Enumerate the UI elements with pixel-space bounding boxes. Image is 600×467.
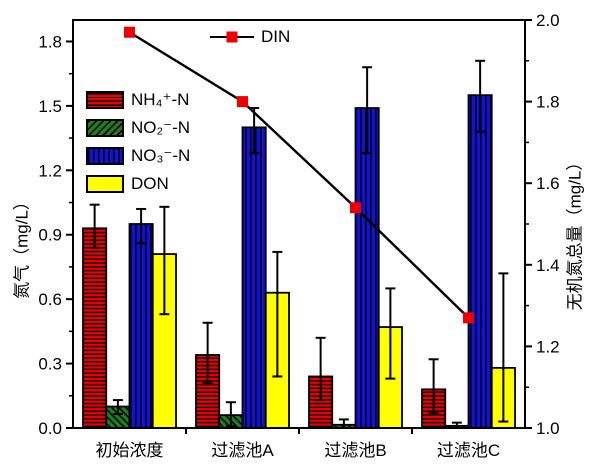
svg-text:1.5: 1.5 <box>38 97 62 116</box>
svg-text:1.6: 1.6 <box>536 174 560 193</box>
legend-label-no2: NO₂⁻-N <box>131 118 191 137</box>
svg-text:1.0: 1.0 <box>536 419 560 438</box>
x-axis-labels: 初始浓度 过滤池A 过滤池B 过滤池C <box>0 436 600 460</box>
legend-label-don: DON <box>131 174 169 193</box>
right-axis-title: 无机氮总量（mg/L） <box>565 153 585 311</box>
legend-row-no2: NO₂⁻-N <box>86 114 190 142</box>
svg-text:0.3: 0.3 <box>38 355 62 374</box>
svg-text:1.8: 1.8 <box>536 93 560 112</box>
svg-text:0.9: 0.9 <box>38 226 62 245</box>
svg-text:1.2: 1.2 <box>536 337 560 356</box>
don-swatch-icon <box>86 175 124 193</box>
legend-row-nh4: NH₄⁺-N <box>86 86 190 114</box>
din-marker-icon <box>226 31 238 43</box>
legend-row-no3: NO₃⁻-N <box>86 142 190 170</box>
no3-swatch-icon <box>86 147 124 165</box>
x-label-filter-c: 过滤池C <box>436 441 501 460</box>
x-label-initial: 初始浓度 <box>95 441 164 460</box>
svg-text:1.2: 1.2 <box>38 161 62 180</box>
din-line-icon <box>210 31 254 43</box>
svg-text:2.0: 2.0 <box>536 11 560 30</box>
legend-label-din: DIN <box>261 27 291 46</box>
x-label-filter-b: 过滤池B <box>324 441 387 460</box>
x-label-filter-a: 过滤池A <box>211 441 274 460</box>
svg-text:1.4: 1.4 <box>536 256 560 275</box>
legend-label-nh4: NH₄⁺-N <box>131 90 190 109</box>
left-axis-title: 氮气（mg/L） <box>12 193 32 299</box>
legend-label-no3: NO₃⁻-N <box>131 146 191 165</box>
svg-text:1.8: 1.8 <box>38 32 62 51</box>
nh4-swatch-icon <box>86 91 124 109</box>
legend-row-don: DON <box>86 170 190 198</box>
no2-swatch-icon <box>86 119 124 137</box>
din-legend: DIN <box>210 27 290 47</box>
bar-legend: NH₄⁺-N NO₂⁻-N NO₃⁻-N DON <box>86 86 190 198</box>
svg-text:0.0: 0.0 <box>38 419 62 438</box>
svg-text:0.6: 0.6 <box>38 290 62 309</box>
